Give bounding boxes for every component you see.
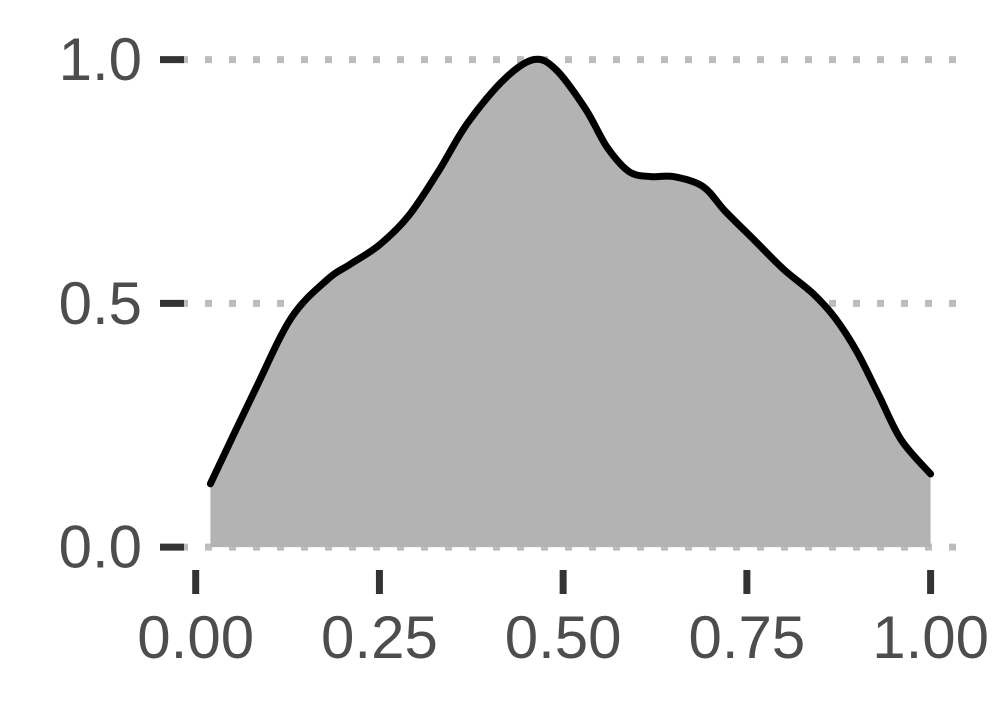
x-tick-label-1: 0.25 <box>321 604 438 671</box>
y-tick-label-2: 1.0 <box>59 26 142 93</box>
x-tick-label-4: 1.00 <box>872 604 989 671</box>
x-tick-label-0: 0.00 <box>137 604 254 671</box>
y-tick-label-1: 0.5 <box>59 270 142 337</box>
x-axis: 0.00 0.25 0.50 0.75 1.00 <box>137 570 989 671</box>
density-line <box>206 55 935 488</box>
y-tick-label-0: 0.0 <box>59 514 142 581</box>
y-axis: 0.0 0.5 1.0 <box>59 26 184 581</box>
area-layer <box>206 55 935 548</box>
x-tick-label-2: 0.50 <box>505 604 622 671</box>
x-tick-label-3: 0.75 <box>688 604 805 671</box>
density-area <box>210 59 931 548</box>
